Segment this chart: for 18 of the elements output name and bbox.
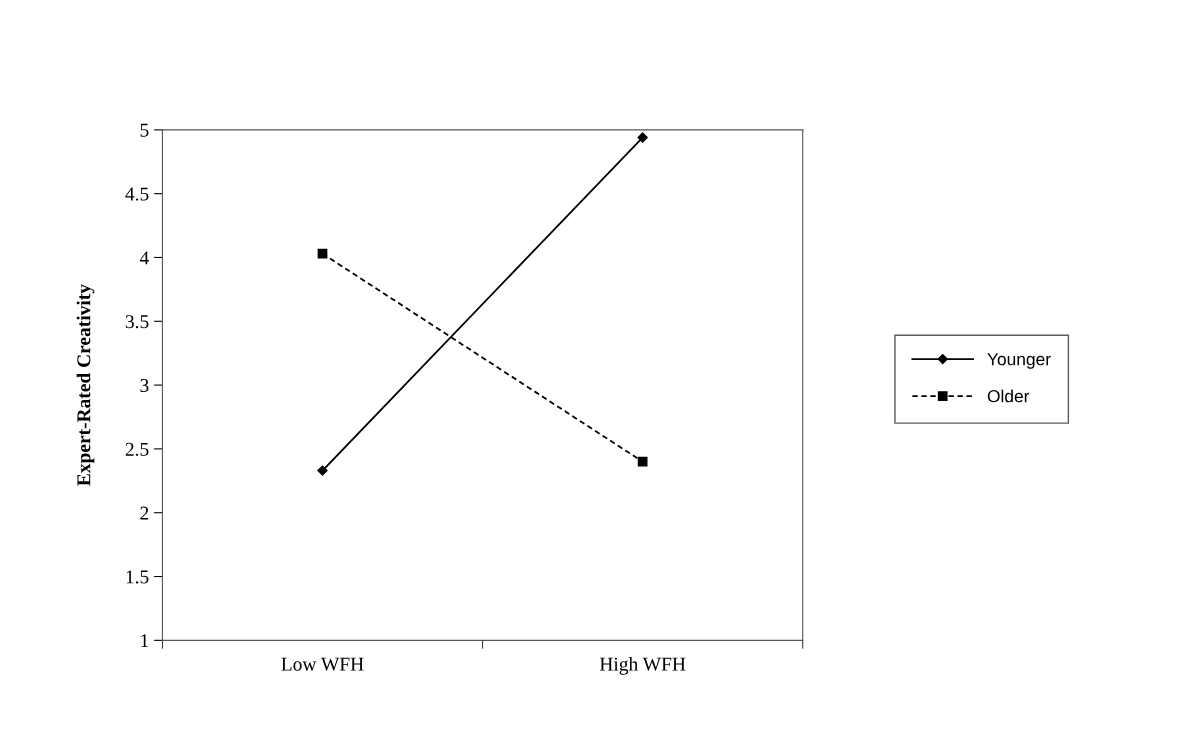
y-tick-label: 4.5 [125, 187, 149, 201]
point [637, 132, 648, 143]
legend-label: Older [987, 389, 1030, 403]
point [317, 248, 328, 259]
y-tick-label: 3 [140, 378, 149, 393]
y-tick-label: 1.5 [126, 570, 149, 584]
point [317, 465, 328, 476]
y-axis-title: Expert-Rated Creativity [76, 284, 95, 486]
point [637, 456, 648, 467]
y-tick-label: 2 [140, 506, 149, 520]
y-tick-label: 2.5 [125, 442, 149, 456]
y-tick-label: 5 [140, 123, 149, 137]
legend-label: Younger [987, 353, 1051, 369]
y-tick-label: 3.5 [125, 315, 149, 329]
x-tick-label: High WFH [599, 657, 686, 675]
x-tick-label: Low WFH [281, 657, 364, 671]
y-tick-label: 1 [141, 634, 149, 648]
y-tick-label: 4 [139, 251, 149, 265]
